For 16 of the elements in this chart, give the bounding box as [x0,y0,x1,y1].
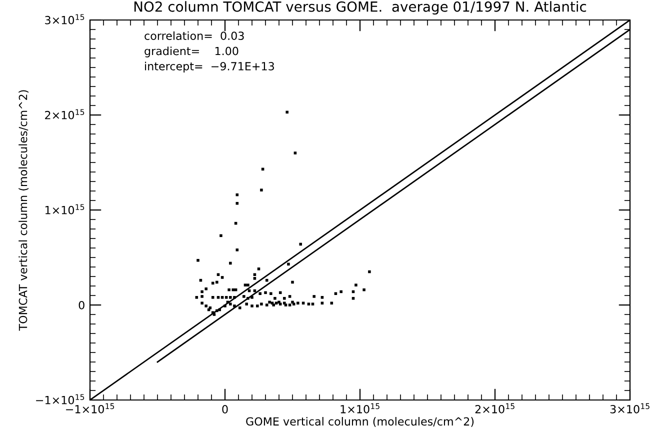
x-axis-title: GOME vertical column (molecules/cm^2) [246,417,474,427]
x-tick-label: 3×10$^{15}$ [610,403,650,414]
annotation: correlation= 0.03 [144,31,244,40]
y-tick-label: 1×10$^{15}$ [45,204,84,214]
x-tick-label: 2×10$^{15}$ [475,403,514,414]
x-tick-label: 1×10$^{15}$ [340,403,380,414]
chart-title: NO2 column TOMCAT versus GOME. average 01/1997 N. Atlantic [134,1,586,15]
annotation: gradient= 1.00 [144,46,238,58]
y-axis-title: TOMCAT vertical column (molecules/cm^2) [18,90,29,331]
annotation: intercept= −9.71E+13 [145,62,274,73]
x-tick-label: −1×10$^{15}$ [66,403,114,414]
y-tick-label: 2×10$^{15}$ [45,109,84,120]
y-tick-label: 3×10$^{15}$ [45,14,84,24]
x-tick-label: 0 [222,405,228,414]
y-tick-label: 0 [78,300,84,310]
y-tick-label: −1×10$^{15}$ [36,394,84,404]
